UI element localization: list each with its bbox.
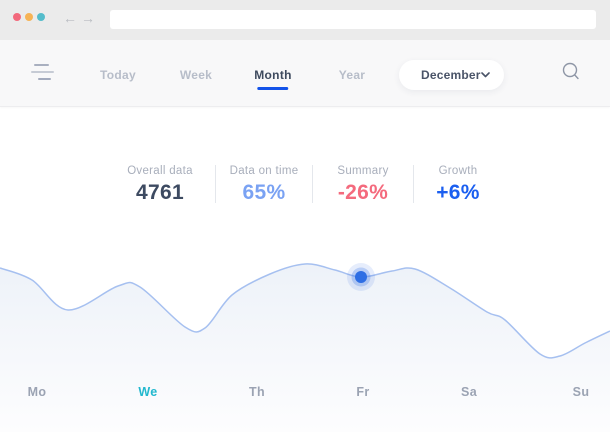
month-dropdown[interactable]: December [399, 60, 504, 90]
stat-value: -26% [337, 181, 389, 204]
chart-line [0, 263, 610, 359]
x-axis-label-sa[interactable]: Sa [460, 385, 478, 399]
active-tab-underline [257, 87, 289, 90]
stat-label: Overall data [127, 165, 193, 177]
browser-forward-icon[interactable]: → [81, 10, 95, 26]
month-dropdown-value: December [421, 68, 481, 82]
window-maximize-button[interactable] [37, 13, 45, 21]
stat-growth: Growth +6% [414, 163, 502, 205]
chart-area-fill [0, 263, 610, 432]
chevron-down-icon [481, 72, 490, 78]
divider [413, 165, 414, 203]
x-axis-label-we[interactable]: We [138, 385, 158, 399]
stat-value: +6% [436, 181, 480, 204]
menu-icon[interactable] [31, 64, 54, 80]
stat-label: Data on time [229, 165, 299, 177]
tab-year[interactable]: Year [338, 68, 366, 82]
x-axis-label-su[interactable]: Su [572, 385, 590, 399]
divider [312, 165, 313, 203]
stat-summary: Summary -26% [313, 163, 413, 205]
x-axis-label-mo[interactable]: Mo [27, 385, 47, 399]
toolbar: Today Week Month Year December [0, 40, 610, 107]
data-point-marker [355, 271, 367, 283]
stat-value: 4761 [136, 181, 184, 204]
window-minimize-button[interactable] [25, 13, 33, 21]
stat-data-on-time: Data on time 65% [216, 163, 312, 205]
highlighted-data-point[interactable] [347, 263, 375, 291]
window-close-button[interactable] [13, 13, 21, 21]
url-address-bar[interactable] [110, 10, 596, 29]
search-icon[interactable] [560, 61, 582, 83]
stat-label: Summary [337, 165, 389, 177]
browser-chrome: ← → [0, 0, 610, 40]
x-axis-label-th[interactable]: Th [248, 385, 266, 399]
tab-month-label: Month [254, 68, 292, 82]
divider [215, 165, 216, 203]
line-chart-canvas [0, 263, 610, 432]
tab-month[interactable]: Month [254, 68, 291, 90]
x-axis-label-fr[interactable]: Fr [356, 385, 370, 399]
tab-week[interactable]: Week [179, 68, 213, 82]
browser-back-icon[interactable]: ← [63, 10, 77, 26]
stat-value: 65% [242, 181, 286, 204]
tab-today[interactable]: Today [100, 68, 136, 82]
line-chart: Mo We Th Fr Sa Su [0, 248, 610, 432]
stat-overall-data: Overall data 4761 [105, 163, 215, 205]
stat-label: Growth [438, 165, 478, 177]
stats-row: Overall data 4761 Data on time 65% Summa… [105, 163, 502, 205]
